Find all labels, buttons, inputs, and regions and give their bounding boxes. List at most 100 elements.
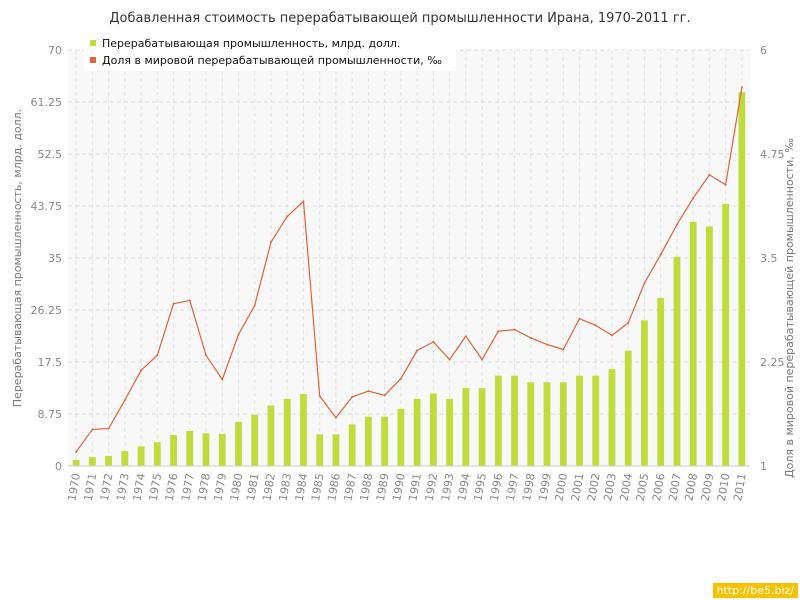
line-point xyxy=(432,341,435,344)
legend-marker-line xyxy=(90,57,96,63)
x-tick-label: 1971 xyxy=(82,472,100,502)
bar xyxy=(592,375,600,466)
x-tick-label: 1994 xyxy=(455,472,473,502)
x-tick-label: 1973 xyxy=(114,472,132,502)
line-point xyxy=(481,358,484,361)
x-tick-label: 2001 xyxy=(569,472,587,502)
line-point xyxy=(269,241,272,244)
x-tick-label: 1986 xyxy=(325,472,343,502)
line-point xyxy=(724,183,727,186)
y-tick-label-right: 1 xyxy=(760,460,767,473)
bar xyxy=(121,451,129,466)
x-tick-label: 1974 xyxy=(130,472,148,502)
bar xyxy=(186,430,194,466)
bar xyxy=(397,408,405,466)
line-point xyxy=(578,317,581,320)
bar xyxy=(657,297,665,466)
bar-series xyxy=(72,92,746,467)
bar xyxy=(267,405,275,466)
y-tick-label-right: 2.25 xyxy=(760,356,785,369)
x-tick-label: 2007 xyxy=(666,472,684,502)
line-point xyxy=(237,333,240,336)
bar xyxy=(511,375,518,466)
line-point xyxy=(643,281,646,284)
bar xyxy=(494,375,502,466)
bar xyxy=(641,320,648,466)
x-tick-label: 1990 xyxy=(390,472,408,502)
line-path xyxy=(75,87,743,453)
x-tick-label: 2000 xyxy=(553,472,571,502)
y-tick-label-left: 17.5 xyxy=(38,356,63,369)
bar xyxy=(170,435,177,466)
line-point xyxy=(221,378,224,381)
bar xyxy=(543,382,551,466)
bar xyxy=(381,416,389,466)
x-tick-label: 1972 xyxy=(98,472,116,502)
chart-title: Добавленная стоимость перерабатывающей п… xyxy=(109,11,690,26)
y-tick-label-left: 61.25 xyxy=(31,96,63,109)
x-tick-label: 1984 xyxy=(293,472,311,502)
line-series xyxy=(75,86,743,453)
x-tick-label: 1982 xyxy=(260,472,278,502)
y-tick-label-right: 3.5 xyxy=(760,252,778,265)
x-tick-label: 1991 xyxy=(406,472,424,502)
bar xyxy=(673,256,681,466)
x-tick-label: 1997 xyxy=(504,472,522,502)
bar xyxy=(576,375,583,466)
bar xyxy=(88,457,96,466)
line-point xyxy=(529,336,532,339)
bar xyxy=(689,221,697,466)
bar xyxy=(202,433,210,466)
watermark[interactable]: http://be5.biz/ xyxy=(712,583,798,598)
legend-label-line: Доля в мировой перерабатывающей промышле… xyxy=(102,54,442,67)
line-point xyxy=(107,427,110,430)
bar xyxy=(72,460,80,466)
x-tick-label: 2002 xyxy=(585,472,603,502)
x-tick-label: 2004 xyxy=(618,472,636,502)
x-tick-label: 1998 xyxy=(520,472,538,502)
bar xyxy=(300,394,307,466)
x-tick-label: 1999 xyxy=(536,472,554,502)
x-tick-label: 1993 xyxy=(439,472,457,502)
line-point xyxy=(562,348,565,351)
x-tick-label: 1985 xyxy=(309,472,327,502)
bar xyxy=(429,393,437,466)
line-point xyxy=(172,302,175,305)
line-point xyxy=(334,416,337,419)
line-point xyxy=(594,324,597,327)
bar xyxy=(316,434,324,466)
x-tick-label: 1970 xyxy=(65,472,83,502)
x-tick-label: 2003 xyxy=(601,472,619,502)
y-tick-label-right: 6 xyxy=(760,44,767,57)
line-point xyxy=(610,334,613,337)
line-point xyxy=(318,395,321,398)
bar xyxy=(348,424,356,466)
y-axis-right-label: Доля в мировой перерабатывающей промышле… xyxy=(783,138,796,478)
x-tick-label: 1988 xyxy=(358,472,376,502)
bar xyxy=(235,422,242,466)
axes: 0 8.75 17.5 26.25 35 43.75 52.5 61.25 70 1 2.25 3.5… xyxy=(31,44,785,502)
bar xyxy=(608,369,616,466)
x-tick-label: 2009 xyxy=(699,472,717,502)
y-tick-label-left: 26.25 xyxy=(31,304,63,317)
bar xyxy=(283,398,291,466)
x-tick-label: 2005 xyxy=(634,472,652,502)
bar xyxy=(705,226,713,466)
legend-box xyxy=(84,35,456,71)
y-tick-label-left: 43.75 xyxy=(31,200,63,213)
line-point xyxy=(627,321,630,324)
line-point xyxy=(740,86,743,89)
x-tick-label: 2008 xyxy=(682,472,700,502)
x-tick-label: 2011 xyxy=(731,472,749,502)
x-tick-label: 1983 xyxy=(277,472,295,502)
line-point xyxy=(156,354,159,357)
bar xyxy=(137,446,145,466)
line-point xyxy=(659,253,662,256)
bar xyxy=(624,350,632,466)
line-point xyxy=(140,369,143,372)
legend-label-bars: Перерабатывающая промышленность, млрд. д… xyxy=(102,37,400,50)
x-tick-label: 1978 xyxy=(195,472,213,502)
bar xyxy=(462,388,470,466)
line-point xyxy=(351,395,354,398)
